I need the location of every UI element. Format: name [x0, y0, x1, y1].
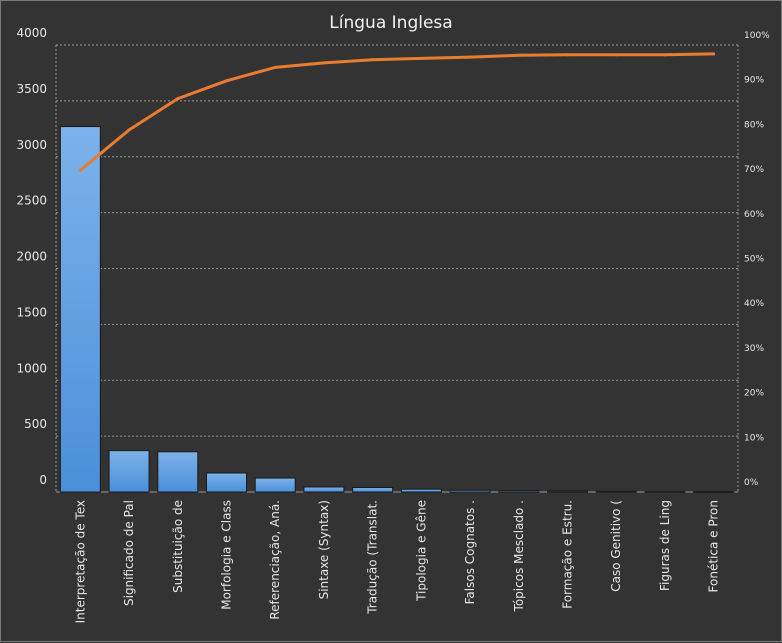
line-point [127, 128, 131, 132]
x-tick-label: Tipologia e Gêne [414, 500, 428, 602]
line-point [225, 79, 228, 83]
secondary-y-axis-ticks: 0% 10% 20% 30% 40% 50% 60% 70% 80% 90% 100% [744, 31, 770, 488]
y-tick-label: 500 [24, 417, 47, 431]
chart-title: Língua Inglesa [329, 13, 452, 33]
line-point [566, 53, 569, 57]
x-tick-label: Referenciação, Aná. [268, 500, 282, 620]
bar [498, 490, 540, 493]
line-point [322, 61, 326, 65]
x-tick-label: Interpretação de Tex [73, 500, 87, 623]
y2-tick-label: 80% [744, 120, 764, 130]
y2-tick-label: 0% [744, 478, 759, 488]
line-point [273, 65, 277, 69]
y-tick-label: 3000 [16, 138, 47, 152]
y-tick-label: 0 [39, 473, 47, 487]
bar [595, 490, 637, 493]
bar [254, 477, 296, 493]
y-axis-ticks: 0 500 1000 1500 2000 2500 3000 3500 4000 [16, 26, 47, 487]
bar [108, 450, 150, 493]
y-tick-label: 2500 [16, 194, 47, 208]
y2-tick-label: 90% [744, 76, 764, 86]
bar [644, 491, 686, 493]
line-point [517, 53, 521, 57]
y2-tick-label: 70% [744, 165, 764, 175]
y2-tick-label: 40% [744, 299, 764, 309]
bar [547, 490, 588, 493]
x-tick-label: Fonética e Pron [707, 500, 721, 592]
x-tick-label: Falsos Cognatos . [463, 500, 477, 604]
x-tick-label: Morfologia e Class [220, 500, 234, 610]
bar [157, 451, 199, 493]
bar [693, 491, 735, 493]
bar [400, 488, 442, 493]
x-axis-ticks: Interpretação de Tex Significado de Pal Su… [73, 500, 720, 623]
y2-tick-label: 60% [744, 210, 764, 220]
y-tick-label: 2000 [16, 250, 47, 264]
bar [59, 126, 101, 493]
bar-series [59, 126, 735, 493]
y2-tick-label: 30% [744, 344, 764, 354]
cumulative-line [78, 52, 716, 172]
x-tick-label: Tradução (Translat. [366, 500, 380, 615]
y2-tick-label: 100% [744, 31, 770, 41]
line-point [419, 56, 423, 60]
line-point [176, 97, 180, 101]
cumulative-line-series [78, 52, 716, 172]
line-point [468, 55, 472, 59]
x-tick-label: Formação e Estru. [561, 500, 575, 609]
y2-tick-label: 10% [744, 433, 764, 443]
x-tick-label: Significado de Pal [122, 500, 136, 606]
y-tick-label: 4000 [16, 26, 47, 40]
x-tick-label: Tópicos Mesclado . [512, 500, 526, 612]
line-point [663, 53, 667, 57]
line-point [78, 168, 82, 172]
x-tick-label: Substituição de [171, 500, 185, 593]
gridlines [55, 44, 739, 493]
x-tick-label: Caso Genitivo ( [609, 500, 623, 592]
line-point [371, 58, 375, 62]
bar [449, 489, 491, 493]
x-tick-label: Figuras de Ling [658, 500, 672, 591]
y-tick-label: 1500 [16, 305, 47, 319]
bar [352, 487, 394, 493]
bar [206, 472, 247, 493]
y2-tick-label: 20% [744, 389, 764, 399]
y-tick-label: 3500 [16, 82, 47, 96]
y2-tick-label: 50% [744, 255, 764, 265]
line-point [712, 52, 716, 56]
y-tick-label: 1000 [16, 361, 47, 375]
line-point [614, 53, 618, 57]
x-tick-label: Sintaxe (Syntax) [317, 500, 331, 599]
bar [303, 486, 345, 493]
